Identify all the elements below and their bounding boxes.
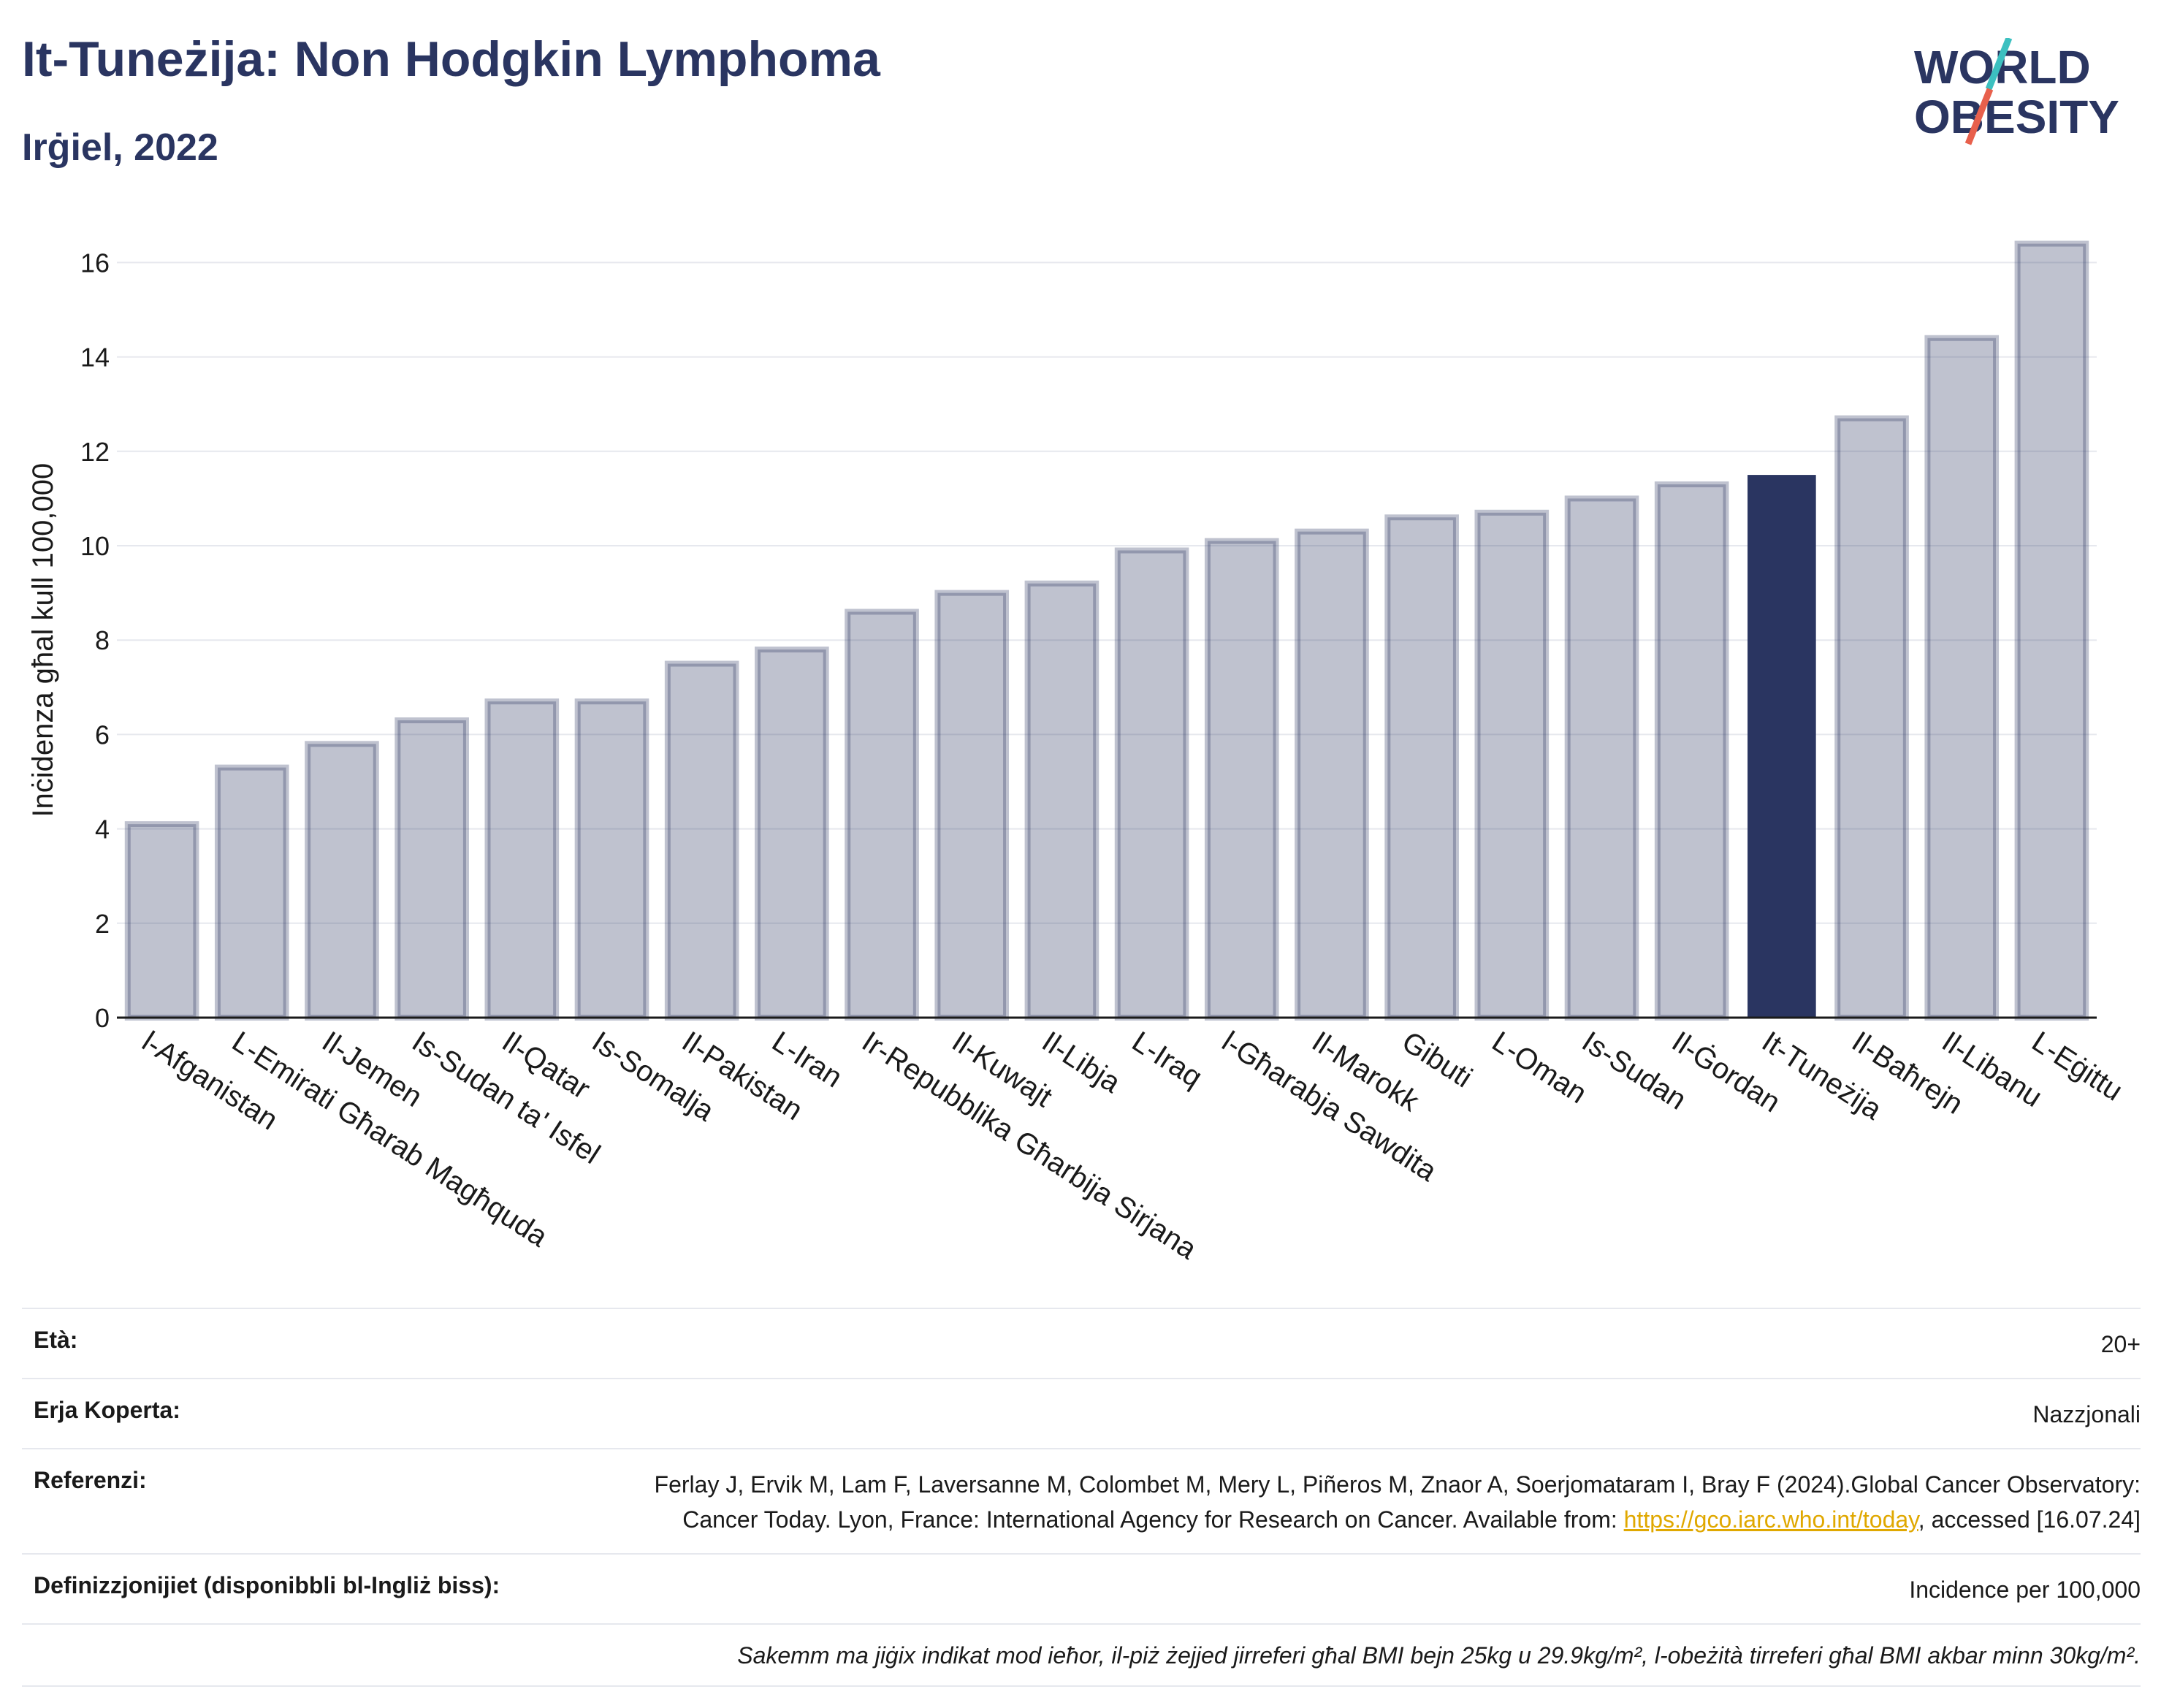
y-tick-label: 4: [95, 815, 110, 845]
info-row-references: Referenzi: Ferlay J, Ervik M, Lam F, Lav…: [22, 1448, 2141, 1553]
bar-highlighted: [1748, 475, 1816, 1018]
bar: [1384, 514, 1459, 1021]
bar: [1024, 580, 1099, 1021]
bar: [484, 698, 560, 1021]
references-link[interactable]: https://gco.iarc.who.int/today: [1623, 1506, 1918, 1533]
bmi-note: Sakemm ma jiġix indikat mod ieħor, il-pi…: [737, 1642, 2141, 1669]
bar: [214, 764, 289, 1021]
info-row-area: Erja Koperta: Nazzjonali: [22, 1378, 2141, 1448]
x-tick-label: L-Iraq: [1127, 1026, 1208, 1094]
bar: [124, 821, 199, 1021]
age-label: Età:: [34, 1327, 78, 1353]
bar: [1924, 335, 2000, 1021]
info-table: Età: 20+ Erja Koperta: Nazzjonali Refere…: [22, 1308, 2141, 1687]
y-axis-ticks: 0 2 4 6 8 10 12 14 16: [80, 248, 110, 1033]
x-tick-label: L-Oman: [1486, 1026, 1592, 1110]
bar: [305, 741, 379, 1021]
logo-text-obesity: OBESITY: [1914, 91, 2119, 143]
logo-slash-red: [1964, 88, 1994, 145]
references-text-2: , accessed [16.07.24]: [1918, 1506, 2141, 1533]
logo-slash-teal: [1985, 38, 2013, 91]
y-tick-label: 10: [80, 531, 110, 561]
references-label: Referenzi:: [34, 1467, 147, 1493]
y-tick-label: 16: [80, 248, 110, 278]
y-tick-label: 2: [95, 909, 110, 939]
bar: [1474, 509, 1550, 1021]
info-row-age: Età: 20+: [22, 1308, 2141, 1378]
bar: [1564, 495, 1639, 1021]
bars: [124, 240, 2089, 1021]
chart-title: It-Tuneżija: Non Hodgkin Lymphoma: [22, 31, 880, 87]
bar: [1295, 528, 1369, 1021]
references-value: Ferlay J, Ervik M, Lam F, Laversanne M, …: [606, 1467, 2141, 1537]
y-axis-label: Inċidenza għal kull 100,000: [27, 463, 59, 817]
info-row-note: Sakemm ma jiġix indikat mod ieħor, il-pi…: [22, 1623, 2141, 1687]
y-tick-label: 8: [95, 625, 110, 655]
world-obesity-logo: WORLD OBESITY: [1914, 38, 2119, 145]
y-tick-label: 12: [80, 437, 110, 467]
area-value: Nazzjonali: [2032, 1401, 2141, 1427]
references-text-1: Ferlay J, Ervik M, Lam F, Laversanne M, …: [654, 1471, 2141, 1533]
chart-subtitle: Irġiel, 2022: [22, 126, 218, 169]
definitions-label: Definizzjonijiet (disponibbli bl-Ingliż …: [34, 1572, 500, 1598]
bar: [574, 698, 649, 1021]
age-value: 20+: [2100, 1331, 2141, 1357]
bar: [1114, 547, 1189, 1021]
bar: [934, 590, 1010, 1021]
bar: [1834, 415, 1909, 1021]
x-tick-label: L-Emirati Għarab Magħquda: [226, 1026, 554, 1254]
y-tick-label: 14: [80, 343, 110, 373]
info-row-definitions: Definizzjonijiet (disponibbli bl-Ingliż …: [22, 1553, 2141, 1623]
y-tick-label: 6: [95, 720, 110, 750]
bar: [1654, 481, 1729, 1021]
bar: [1204, 538, 1279, 1021]
bar: [395, 717, 469, 1021]
bar: [845, 609, 919, 1021]
bar: [755, 647, 829, 1021]
bar: [664, 660, 739, 1021]
definitions-value: Incidence per 100,000: [1909, 1577, 2141, 1603]
y-tick-label: 0: [95, 1003, 110, 1033]
bar: [2014, 240, 2089, 1021]
area-label: Erja Koperta:: [34, 1397, 180, 1423]
